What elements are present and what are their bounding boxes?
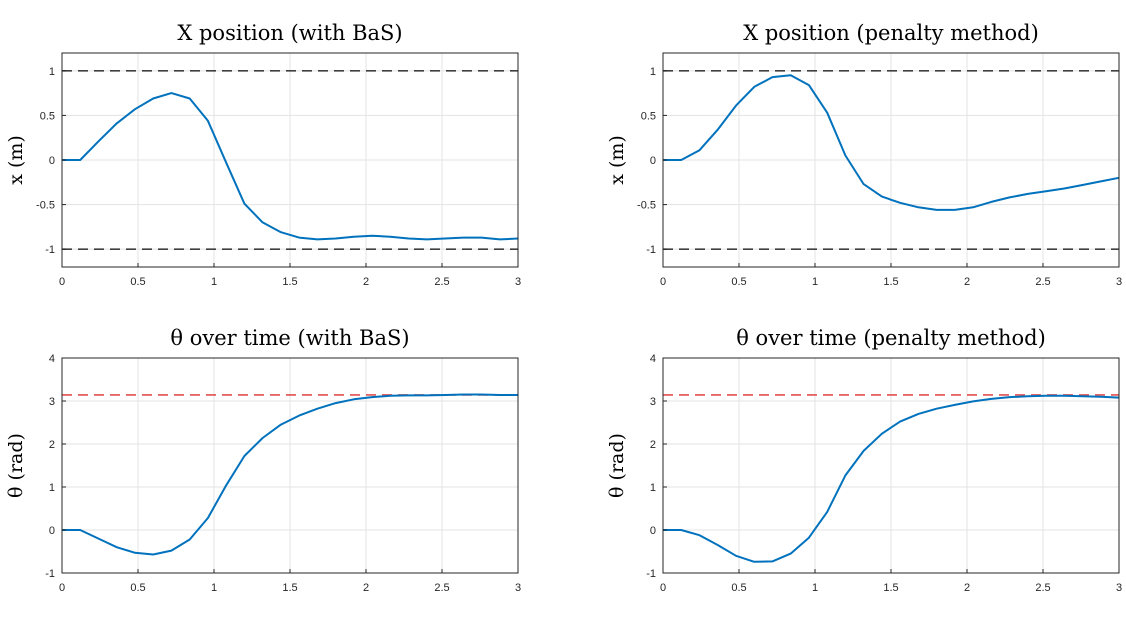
x-tick-label: 0.5 xyxy=(731,582,746,594)
y-tick-label: 4 xyxy=(650,353,656,365)
y-tick-label: 0.5 xyxy=(40,110,55,122)
x-tick-label: 0 xyxy=(660,582,666,594)
chart-panel-1: 0 0.5 1 1.5 2 2.5 3 -1 -0.5 0 0.5 1 X position (with… xyxy=(5,21,521,288)
y-tick-label: -0.5 xyxy=(637,200,656,212)
x-tick-label: 1 xyxy=(812,276,818,288)
y-tick-label: 0 xyxy=(49,525,55,537)
x-tick-label: 2.5 xyxy=(1035,582,1050,594)
x-tick-label: 2 xyxy=(363,582,369,594)
y-tick-label: 3 xyxy=(49,396,55,408)
x-tick-label: 2 xyxy=(964,582,970,594)
y-tick-label: 1 xyxy=(650,66,656,78)
series-line xyxy=(62,92,519,241)
y-tick-label: 2 xyxy=(650,439,656,451)
y-tick-label: 0 xyxy=(650,525,656,537)
y-tick-label: 0 xyxy=(650,155,656,167)
x-tick-label: 2.5 xyxy=(434,582,449,594)
x-tick-label: 1 xyxy=(211,582,217,594)
chart-panel-3: 0 0.5 1 1.5 2 2.5 3 -1 0 1 2 3 4 θ over time (with Ba… xyxy=(5,326,521,594)
chart-title: θ over time (penalty method) xyxy=(736,326,1046,350)
y-tick-label: 4 xyxy=(49,353,55,365)
y-tick-label: -1 xyxy=(646,568,656,580)
x-tick-label: 0.5 xyxy=(130,582,145,594)
chart-title: X position (with BaS) xyxy=(177,21,402,45)
y-tick-label: 1 xyxy=(650,482,656,494)
x-tick-label: 2 xyxy=(363,276,369,288)
y-axis-label: x (m) xyxy=(606,135,628,185)
y-tick-label: 3 xyxy=(650,396,656,408)
y-tick-label: 0 xyxy=(49,155,55,167)
series-line xyxy=(62,393,518,556)
series-line xyxy=(663,394,1120,563)
x-tick-label: 1 xyxy=(812,582,818,594)
x-tick-label: 3 xyxy=(515,276,521,288)
x-tick-label: 0.5 xyxy=(130,276,145,288)
chart-panel-4: 0 0.5 1 1.5 2 2.5 3 -1 0 1 2 3 4 θ over time (penalty… xyxy=(606,326,1122,594)
chart-title: θ over time (with BaS) xyxy=(170,326,409,350)
y-axis-label: x (m) xyxy=(5,135,27,185)
x-tick-label: 2.5 xyxy=(1035,276,1050,288)
x-tick-label: 1.5 xyxy=(883,276,898,288)
x-tick-label: 0 xyxy=(59,276,65,288)
x-tick-label: 3 xyxy=(1116,276,1122,288)
chart-panel-2: 0 0.5 1 1.5 2 2.5 3 -1 -0.5 0 0.5 1 X position (pena… xyxy=(606,21,1122,288)
x-tick-label: 1.5 xyxy=(282,582,297,594)
chart-title: X position (penalty method) xyxy=(743,21,1039,45)
y-axis-label: θ (rad) xyxy=(5,433,27,498)
x-tick-label: 3 xyxy=(1116,582,1122,594)
y-tick-label: -1 xyxy=(646,244,656,256)
y-tick-label: -1 xyxy=(45,244,55,256)
series-line xyxy=(663,74,1120,211)
y-tick-label: 1 xyxy=(49,66,55,78)
x-tick-label: 1 xyxy=(211,276,217,288)
x-tick-label: 1.5 xyxy=(282,276,297,288)
y-tick-label: -0.5 xyxy=(36,200,55,212)
y-tick-label: -1 xyxy=(45,568,55,580)
x-tick-label: 0.5 xyxy=(731,276,746,288)
x-tick-label: 2 xyxy=(964,276,970,288)
x-tick-label: 2.5 xyxy=(434,276,449,288)
x-tick-label: 1.5 xyxy=(883,582,898,594)
x-tick-label: 3 xyxy=(515,582,521,594)
y-axis-label: θ (rad) xyxy=(606,433,628,498)
y-tick-label: 1 xyxy=(49,482,55,494)
y-tick-label: 2 xyxy=(49,439,55,451)
x-tick-label: 0 xyxy=(59,582,65,594)
x-tick-label: 0 xyxy=(660,276,666,288)
y-tick-label: 0.5 xyxy=(641,110,656,122)
